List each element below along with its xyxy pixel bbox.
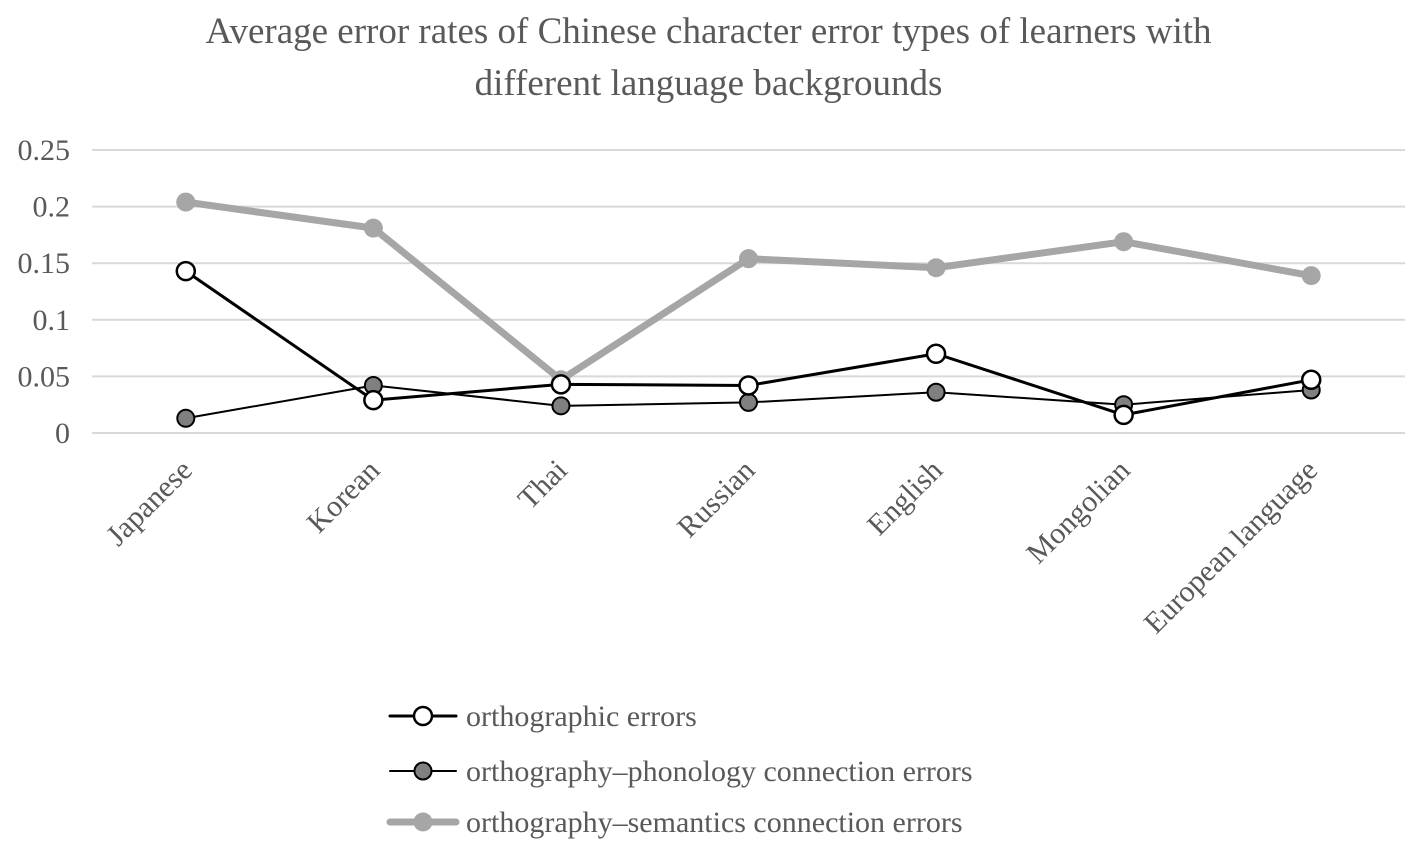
legend-item: orthography–semantics connection errors bbox=[386, 806, 963, 839]
y-axis-tick-labels: 0 0.05 0.1 0.15 0.2 0.25 bbox=[18, 134, 71, 450]
data-point bbox=[739, 392, 758, 412]
data-point bbox=[175, 260, 197, 282]
data-point bbox=[738, 375, 759, 396]
x-axis-category-labels: Japanese Korean Thai Russian English Mongolia… bbox=[100, 454, 1324, 640]
y-tick-label: 0 bbox=[55, 417, 70, 450]
legend-item: orthography–phonology connection errors bbox=[389, 755, 973, 788]
data-point bbox=[1113, 404, 1134, 426]
data-point bbox=[176, 408, 196, 428]
legend-label: orthography–phonology connection errors bbox=[466, 755, 973, 788]
x-category-label: Japanese bbox=[100, 454, 199, 553]
x-category-label: Korean bbox=[301, 454, 387, 540]
x-category-label: English bbox=[861, 454, 949, 542]
legend-swatch-marker bbox=[413, 812, 433, 832]
y-tick-label: 0.05 bbox=[18, 360, 71, 393]
series-lines bbox=[175, 192, 1322, 428]
x-category-label: Russian bbox=[671, 454, 762, 545]
data-point bbox=[1300, 369, 1322, 391]
y-tick-label: 0.1 bbox=[33, 304, 71, 337]
data-point bbox=[363, 389, 384, 411]
data-point bbox=[925, 343, 947, 365]
x-category-label: Mongolian bbox=[1020, 454, 1136, 570]
x-category-label: Thai bbox=[512, 454, 574, 516]
gridlines bbox=[92, 149, 1405, 434]
legend-item: orthographic errors bbox=[388, 700, 697, 733]
series-line bbox=[182, 198, 1315, 384]
series-2 bbox=[176, 192, 1321, 390]
y-tick-label: 0.2 bbox=[33, 191, 71, 224]
data-point bbox=[363, 218, 383, 238]
data-point bbox=[1301, 266, 1321, 286]
legend-label: orthographic errors bbox=[466, 700, 697, 733]
series-0 bbox=[175, 260, 1322, 426]
legend-swatch-marker bbox=[413, 761, 433, 781]
data-point bbox=[550, 374, 572, 395]
legend-swatch-marker bbox=[412, 705, 434, 727]
legend-label: orthography–semantics connection errors bbox=[466, 806, 963, 839]
chart-title-line-1: Average error rates of Chinese character… bbox=[205, 11, 1212, 52]
data-point bbox=[551, 396, 571, 416]
chart-title-line-2: different language backgrounds bbox=[474, 63, 943, 104]
chart-title: Average error rates of Chinese character… bbox=[0, 6, 1417, 110]
data-point bbox=[176, 192, 196, 212]
legend: orthographic errors orthography–phonology… bbox=[386, 700, 973, 839]
data-point bbox=[1114, 232, 1134, 252]
x-category-label: European language bbox=[1138, 454, 1324, 640]
data-point bbox=[926, 382, 946, 402]
data-point bbox=[739, 249, 758, 269]
y-tick-label: 0.15 bbox=[18, 247, 71, 280]
y-tick-label: 0.25 bbox=[18, 134, 71, 167]
data-point bbox=[926, 258, 946, 278]
